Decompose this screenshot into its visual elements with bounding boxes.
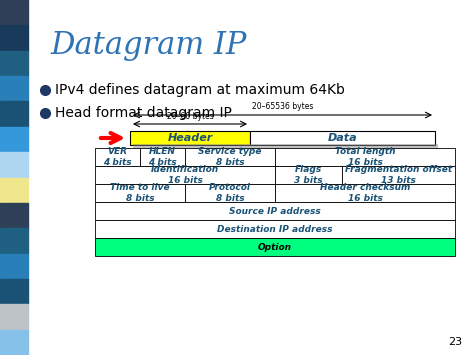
- Text: Flags
3 bits: Flags 3 bits: [294, 165, 323, 185]
- Text: Option: Option: [258, 242, 292, 251]
- Bar: [0, 304, 28, 330]
- Bar: [0, 152, 28, 178]
- Bar: [95, 166, 275, 184]
- Text: Protocol
8 bits: Protocol 8 bits: [209, 183, 251, 203]
- Text: Fragmentation offset
13 bits: Fragmentation offset 13 bits: [345, 165, 452, 185]
- Text: Service type
8 bits: Service type 8 bits: [198, 147, 262, 167]
- Text: 20–60 bytes: 20–60 bytes: [167, 112, 213, 121]
- Text: Identification
16 bits: Identification 16 bits: [151, 165, 219, 185]
- Bar: [140, 148, 185, 166]
- Text: 20–65536 bytes: 20–65536 bytes: [252, 102, 313, 111]
- Bar: [95, 148, 140, 166]
- Bar: [0, 228, 28, 253]
- Text: Datagram IP: Datagram IP: [50, 30, 246, 61]
- Text: Destination IP address: Destination IP address: [217, 224, 333, 234]
- Text: IPv4 defines datagram at maximum 64Kb: IPv4 defines datagram at maximum 64Kb: [55, 83, 345, 97]
- Bar: [95, 238, 455, 256]
- Bar: [0, 253, 28, 279]
- Bar: [185, 148, 275, 166]
- Text: Header checksum
16 bits: Header checksum 16 bits: [320, 183, 410, 203]
- Bar: [250, 131, 435, 145]
- Bar: [0, 178, 28, 203]
- Bar: [275, 166, 343, 184]
- Text: Head format datagram IP: Head format datagram IP: [55, 106, 232, 120]
- Bar: [95, 202, 455, 220]
- Text: HLEN
4 bits: HLEN 4 bits: [148, 147, 177, 167]
- Bar: [0, 330, 28, 355]
- Bar: [0, 203, 28, 228]
- Bar: [275, 148, 455, 166]
- Text: VER
4 bits: VER 4 bits: [103, 147, 132, 167]
- Bar: [133, 144, 438, 149]
- Bar: [0, 0, 28, 25]
- Bar: [343, 166, 455, 184]
- Bar: [0, 25, 28, 51]
- Text: Total length
16 bits: Total length 16 bits: [335, 147, 395, 167]
- Text: 23: 23: [448, 337, 462, 347]
- Bar: [0, 127, 28, 152]
- Text: Header: Header: [167, 133, 213, 143]
- Text: Time to live
8 bits: Time to live 8 bits: [110, 183, 170, 203]
- Bar: [0, 279, 28, 304]
- Bar: [0, 51, 28, 76]
- Bar: [95, 184, 185, 202]
- Bar: [185, 184, 275, 202]
- Bar: [0, 102, 28, 127]
- Bar: [130, 131, 250, 145]
- Bar: [95, 220, 455, 238]
- Bar: [0, 76, 28, 102]
- Text: Data: Data: [328, 133, 357, 143]
- Text: Source IP address: Source IP address: [229, 207, 321, 215]
- Bar: [275, 184, 455, 202]
